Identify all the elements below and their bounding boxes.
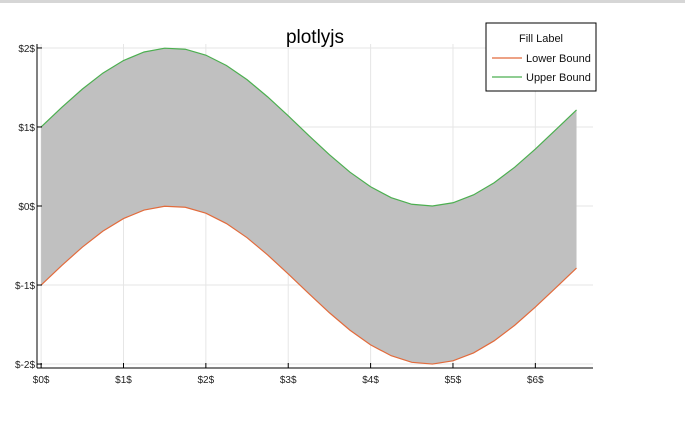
fill-area: [41, 48, 577, 365]
x-tick-label: $4$: [362, 375, 379, 386]
y-axis-ticks: $2$ $1$ $0$ $-1$ $-2$: [15, 44, 42, 371]
series-line-lower-bound: [40, 205, 577, 365]
x-tick-label: $5$: [445, 375, 462, 386]
legend-label: Lower Bound: [526, 53, 591, 65]
y-tick-label: $-2$: [15, 360, 35, 371]
y-tick-label: $1$: [18, 123, 35, 134]
x-tick-label: $1$: [115, 375, 132, 386]
legend-label: Upper Bound: [526, 72, 591, 84]
x-tick-label: $6$: [527, 375, 544, 386]
series-line-upper-bound: [40, 47, 577, 207]
chart-title: plotlyjs: [286, 27, 344, 48]
x-tick-label: $0$: [33, 375, 50, 386]
x-tick-label: $2$: [198, 375, 215, 386]
legend-title: Fill Label: [519, 33, 563, 45]
y-tick-label: $2$: [18, 44, 35, 55]
x-axis-ticks: $0$ $1$ $2$ $3$ $4$ $5$ $6$: [33, 363, 544, 386]
window-top-border: [0, 0, 685, 3]
legend: Fill Label Lower Bound Upper Bound: [485, 22, 597, 92]
y-tick-label: $0$: [18, 202, 35, 213]
series-lines: [40, 47, 577, 365]
y-tick-label: $-1$: [15, 281, 35, 292]
legend-box: [485, 22, 597, 92]
x-tick-label: $3$: [280, 375, 297, 386]
